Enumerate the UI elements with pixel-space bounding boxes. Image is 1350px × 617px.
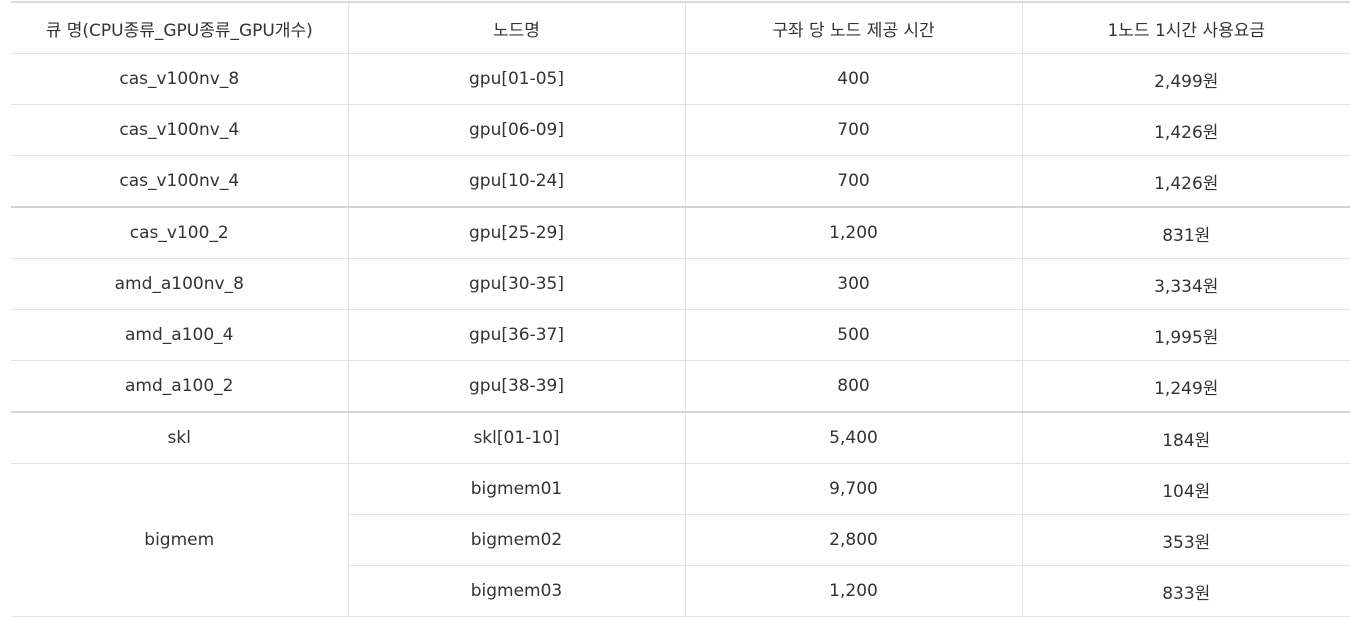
table-row: bigmem03 1,200 833원: [11, 565, 1350, 617]
queue-cell-bigmem: bigmem: [11, 463, 349, 617]
price-cell: 353원: [1021, 514, 1350, 566]
header-node-name: 노드명: [347, 2, 685, 54]
table-row: amd_a100_2 gpu[38-39] 800 1,249원: [11, 360, 1350, 413]
table-row: bigmem02 2,800 353원: [11, 514, 1350, 566]
hours-cell: 500: [684, 309, 1022, 361]
table-row: cas_v100nv_4 gpu[10-24] 700 1,426원: [11, 155, 1350, 208]
pricing-table-container: 큐 명(CPU종류_GPU종류_GPU개수) 노드명 구좌 당 노드 제공 시간…: [11, 1, 1350, 617]
price-cell: 1,426원: [1021, 155, 1350, 208]
price-cell: 1,426원: [1021, 104, 1350, 156]
node-cell: gpu[36-37]: [347, 309, 685, 361]
header-hours-per-slot: 구좌 당 노드 제공 시간: [684, 2, 1022, 54]
hours-cell: 400: [684, 53, 1022, 105]
price-cell: 833원: [1021, 565, 1350, 617]
table-row: cas_v100nv_8 gpu[01-05] 400 2,499원: [11, 53, 1350, 105]
price-cell: 1,249원: [1021, 360, 1350, 413]
node-cell: gpu[06-09]: [347, 104, 685, 156]
table-row: cas_v100nv_4 gpu[06-09] 700 1,426원: [11, 104, 1350, 156]
price-cell: 3,334원: [1021, 258, 1350, 310]
queue-cell: cas_v100nv_4: [11, 104, 348, 156]
table-row: skl skl[01-10] 5,400 184원: [11, 411, 1350, 464]
table-header-row: 큐 명(CPU종류_GPU종류_GPU개수) 노드명 구좌 당 노드 제공 시간…: [11, 2, 1350, 54]
hours-cell: 2,800: [684, 514, 1022, 566]
queue-cell: cas_v100nv_8: [11, 53, 348, 105]
price-cell: 2,499원: [1021, 53, 1350, 105]
price-cell: 831원: [1021, 206, 1350, 259]
queue-cell: cas_v100nv_4: [11, 155, 348, 208]
hours-cell: 300: [684, 258, 1022, 310]
hours-cell: 1,200: [684, 565, 1022, 617]
table-row: amd_a100nv_8 gpu[30-35] 300 3,334원: [11, 258, 1350, 310]
node-cell: bigmem03: [348, 565, 685, 617]
hours-cell: 700: [684, 104, 1022, 156]
queue-cell: skl: [11, 411, 348, 464]
price-cell: 1,995원: [1021, 309, 1350, 361]
node-cell: gpu[38-39]: [347, 360, 685, 413]
queue-cell: amd_a100_2: [11, 360, 348, 413]
node-cell: gpu[10-24]: [347, 155, 685, 208]
table-row: cas_v100_2 gpu[25-29] 1,200 831원: [11, 206, 1350, 259]
queue-cell: amd_a100_4: [11, 309, 348, 361]
node-cell: skl[01-10]: [347, 411, 685, 464]
queue-pricing-table: 큐 명(CPU종류_GPU종류_GPU개수) 노드명 구좌 당 노드 제공 시간…: [11, 1, 1350, 617]
hours-cell: 800: [684, 360, 1022, 413]
hours-cell: 9,700: [684, 463, 1022, 515]
hours-cell: 700: [684, 155, 1022, 208]
price-cell: 184원: [1021, 411, 1350, 464]
node-cell: gpu[30-35]: [347, 258, 685, 310]
hours-cell: 5,400: [684, 411, 1022, 464]
hours-cell: 1,200: [684, 206, 1022, 259]
queue-cell: cas_v100_2: [11, 206, 348, 259]
node-cell: bigmem02: [348, 514, 685, 566]
header-queue-name: 큐 명(CPU종류_GPU종류_GPU개수): [11, 2, 348, 54]
node-cell: gpu[01-05]: [347, 53, 685, 105]
node-cell: gpu[25-29]: [347, 206, 685, 259]
queue-cell: amd_a100nv_8: [11, 258, 348, 310]
header-price-per-node-hour: 1노드 1시간 사용요금: [1021, 2, 1350, 54]
table-row: bigmem bigmem01 9,700 104원: [11, 463, 1350, 617]
node-cell: bigmem01: [347, 463, 685, 515]
price-cell: 104원: [1021, 463, 1350, 515]
table-row: amd_a100_4 gpu[36-37] 500 1,995원: [11, 309, 1350, 361]
